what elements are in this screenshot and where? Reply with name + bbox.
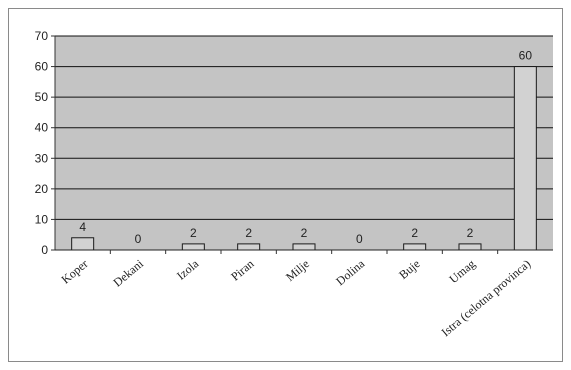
bar-umag bbox=[458, 243, 482, 251]
data-label: 0 bbox=[356, 232, 363, 246]
x-tick-label: Dekani bbox=[110, 256, 146, 289]
bar-buje bbox=[403, 243, 427, 251]
data-label: 2 bbox=[190, 226, 197, 240]
data-label: 60 bbox=[519, 49, 533, 63]
x-axis: Koper Dekani Izola Piran Milje Dolina Buje Umag… bbox=[55, 249, 553, 339]
y-tick-label: 50 bbox=[35, 90, 49, 104]
y-tick-label: 20 bbox=[35, 182, 49, 196]
data-label: 4 bbox=[79, 220, 86, 234]
data-label: 2 bbox=[301, 226, 308, 240]
bar-piran bbox=[237, 243, 261, 251]
y-tick-label: 30 bbox=[35, 151, 49, 165]
x-tick-label: Dolina bbox=[333, 256, 368, 288]
gridlines bbox=[55, 35, 553, 220]
y-tick-label: 0 bbox=[41, 243, 48, 257]
plot-area bbox=[55, 36, 553, 250]
x-tick-label: Koper bbox=[59, 257, 91, 287]
y-tick-label: 40 bbox=[35, 121, 49, 135]
x-tick-label: Buje bbox=[396, 257, 422, 282]
y-axis: 0 10 20 30 40 50 60 70 bbox=[35, 29, 56, 257]
y-tick-label: 10 bbox=[35, 212, 49, 226]
x-tick-label: Izola bbox=[174, 256, 202, 283]
data-label: 2 bbox=[411, 226, 418, 240]
bar-koper bbox=[71, 237, 95, 251]
y-tick-label: 60 bbox=[35, 60, 49, 74]
x-tick-label: Milje bbox=[283, 257, 312, 284]
chart-frame: 0 10 20 30 40 50 60 70 4 0 2 2 2 0 2 2 60 Koper Dekani Iz… bbox=[8, 8, 563, 362]
y-tick-label: 70 bbox=[35, 29, 49, 43]
data-labels: 4 0 2 2 2 0 2 2 60 bbox=[79, 49, 532, 246]
x-tick-label: Piran bbox=[228, 257, 256, 284]
x-tick-label: Umag bbox=[446, 257, 477, 287]
data-label: 2 bbox=[467, 226, 474, 240]
data-label: 0 bbox=[135, 232, 142, 246]
bar-izola bbox=[181, 243, 205, 251]
data-label: 2 bbox=[245, 226, 252, 240]
bar-milje bbox=[292, 243, 316, 251]
bar-istra-celotna-provinca bbox=[513, 66, 537, 251]
